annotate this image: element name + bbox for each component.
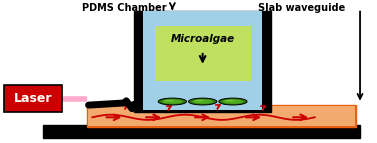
Bar bbox=[88, 106, 355, 126]
Text: Slab waveguide: Slab waveguide bbox=[258, 3, 345, 13]
Bar bbox=[4, 85, 62, 112]
Ellipse shape bbox=[222, 99, 243, 104]
Text: PDMS Chamber: PDMS Chamber bbox=[82, 3, 167, 13]
Ellipse shape bbox=[165, 100, 174, 102]
Bar bbox=[155, 26, 251, 81]
Ellipse shape bbox=[158, 98, 187, 105]
Ellipse shape bbox=[192, 99, 213, 104]
Bar bbox=[134, 11, 271, 112]
Text: Microalgae: Microalgae bbox=[170, 34, 235, 44]
Ellipse shape bbox=[162, 99, 183, 104]
Text: Laser: Laser bbox=[14, 92, 52, 105]
Ellipse shape bbox=[219, 98, 247, 105]
Ellipse shape bbox=[225, 100, 234, 102]
Bar bbox=[87, 105, 356, 127]
Ellipse shape bbox=[188, 98, 217, 105]
Bar bbox=[143, 11, 262, 110]
Bar bbox=[43, 125, 360, 138]
Ellipse shape bbox=[195, 100, 204, 102]
